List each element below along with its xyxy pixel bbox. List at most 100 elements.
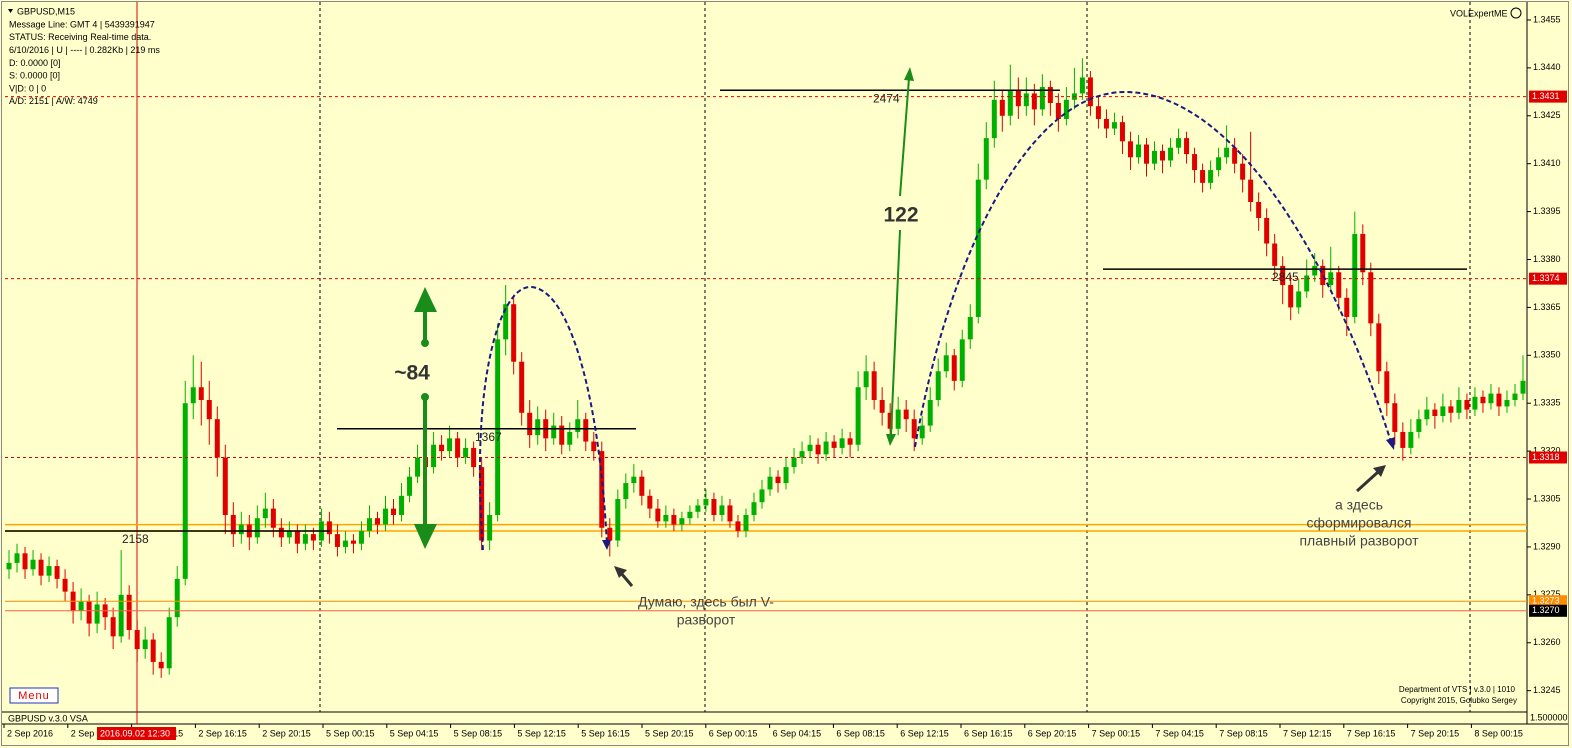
x-tick-label: 2 Sep 08:15 bbox=[71, 728, 120, 738]
x-tick-label: 6 Sep 04:15 bbox=[773, 728, 822, 738]
candle-body bbox=[495, 339, 501, 515]
menu-button[interactable] bbox=[9, 687, 59, 704]
pointer-arrowhead bbox=[614, 566, 627, 578]
candle-body bbox=[623, 483, 629, 500]
candle-body bbox=[535, 419, 541, 436]
candle-body bbox=[326, 521, 332, 535]
candle-body bbox=[551, 425, 557, 439]
candle-body bbox=[38, 559, 44, 576]
candle-body bbox=[871, 371, 877, 401]
menu-button-label[interactable]: Menu bbox=[18, 690, 50, 702]
candle-body bbox=[1344, 297, 1350, 317]
candle-body bbox=[647, 495, 653, 509]
candle-body bbox=[270, 508, 276, 528]
candle-body bbox=[663, 514, 669, 522]
candle-body bbox=[366, 518, 372, 531]
candle-body bbox=[407, 476, 413, 496]
candle-body bbox=[1272, 243, 1278, 266]
candle-body bbox=[1360, 233, 1366, 273]
x-tick-label: 5 Sep 00:15 bbox=[326, 728, 375, 738]
candle-body bbox=[527, 412, 533, 436]
candle-body bbox=[1200, 170, 1206, 183]
y-tick-label: 1.3395 bbox=[1533, 206, 1561, 216]
candle-body bbox=[951, 355, 957, 381]
candle-body bbox=[62, 578, 68, 592]
note-line: разворот bbox=[677, 612, 736, 628]
candle-body bbox=[1063, 99, 1069, 119]
collapse-icon[interactable] bbox=[8, 9, 13, 13]
candle-body bbox=[759, 489, 765, 503]
candle-body bbox=[1456, 400, 1462, 413]
x-tick-label: 7 Sep 08:15 bbox=[1219, 728, 1268, 738]
x-tick-label: 5 Sep 12:15 bbox=[517, 728, 566, 738]
candle-body bbox=[1304, 275, 1310, 292]
candle-body bbox=[447, 438, 453, 452]
info-line: A/D: 2151 | A/W: 4749 bbox=[9, 96, 98, 106]
candle-body bbox=[567, 431, 573, 445]
candle-body bbox=[591, 441, 597, 452]
candle-body bbox=[1184, 138, 1190, 155]
price-label: 1.3431 bbox=[1532, 91, 1560, 101]
note-line: сформировался bbox=[1307, 515, 1412, 531]
x-tick-label: 6 Sep 16:15 bbox=[964, 728, 1013, 738]
candle-body bbox=[1472, 396, 1478, 410]
candle-body bbox=[1280, 265, 1286, 286]
candle-body bbox=[78, 601, 84, 611]
candle-body bbox=[391, 508, 397, 515]
candle-body bbox=[431, 444, 437, 468]
candle-body bbox=[1023, 93, 1029, 107]
candle-body bbox=[1208, 170, 1214, 183]
candle-body bbox=[310, 534, 316, 541]
candle-body bbox=[1224, 147, 1230, 158]
candle-body bbox=[415, 457, 421, 477]
move-arrowhead bbox=[904, 67, 914, 81]
candle-body bbox=[583, 419, 589, 442]
candle-body bbox=[959, 339, 965, 381]
x-tick-label: 7 Sep 16:15 bbox=[1347, 728, 1396, 738]
candle-body bbox=[823, 441, 829, 455]
candle-body bbox=[855, 387, 861, 445]
y-tick-label: 1.3380 bbox=[1533, 254, 1561, 264]
candle-body bbox=[831, 441, 837, 448]
candle-body bbox=[46, 566, 52, 576]
candle-body bbox=[919, 425, 925, 439]
info-line: STATUS: Receiving Real-time data. bbox=[9, 32, 151, 42]
candle-body bbox=[439, 444, 445, 452]
move-arrowhead bbox=[414, 287, 437, 312]
y-tick-label: 1.3440 bbox=[1533, 62, 1561, 72]
candle-body bbox=[807, 444, 813, 452]
candle-body bbox=[519, 361, 525, 413]
candle-body bbox=[967, 316, 973, 340]
x-tick-label: 2 Sep 20:15 bbox=[262, 728, 311, 738]
candle-body bbox=[54, 566, 60, 579]
indicator-scale-label: 1.500000 bbox=[1530, 712, 1568, 722]
candle-body bbox=[815, 444, 821, 455]
price-label-box bbox=[1529, 451, 1567, 464]
candle-body bbox=[399, 495, 405, 515]
smiley-icon bbox=[1510, 7, 1522, 19]
candle-body bbox=[350, 540, 356, 544]
candle-body bbox=[1216, 157, 1222, 171]
candle-body bbox=[1055, 103, 1061, 119]
x-tick-label: 5 Sep 04:15 bbox=[390, 728, 439, 738]
candle-body bbox=[1352, 233, 1358, 317]
candle-body bbox=[1424, 409, 1430, 420]
candle-body bbox=[655, 508, 661, 522]
candle-body bbox=[1408, 431, 1414, 448]
candle-body bbox=[1152, 150, 1158, 164]
info-line: V|D: 0 | 0 bbox=[9, 83, 46, 93]
candle-body bbox=[1384, 371, 1390, 404]
candle-body bbox=[799, 451, 805, 458]
x-tick-label: 8 Sep 00:15 bbox=[1474, 728, 1523, 738]
move-arrow bbox=[890, 229, 901, 436]
candle-body bbox=[775, 476, 781, 484]
y-tick-label: 1.3455 bbox=[1533, 14, 1561, 24]
candle-body bbox=[118, 594, 124, 637]
x-tick-label: 2 Sep 16:15 bbox=[198, 728, 247, 738]
y-tick-label: 1.3335 bbox=[1533, 398, 1561, 408]
price-label-box bbox=[1529, 272, 1567, 285]
y-tick-label: 1.3305 bbox=[1533, 493, 1561, 503]
note-line: плавный разворот bbox=[1299, 533, 1419, 549]
